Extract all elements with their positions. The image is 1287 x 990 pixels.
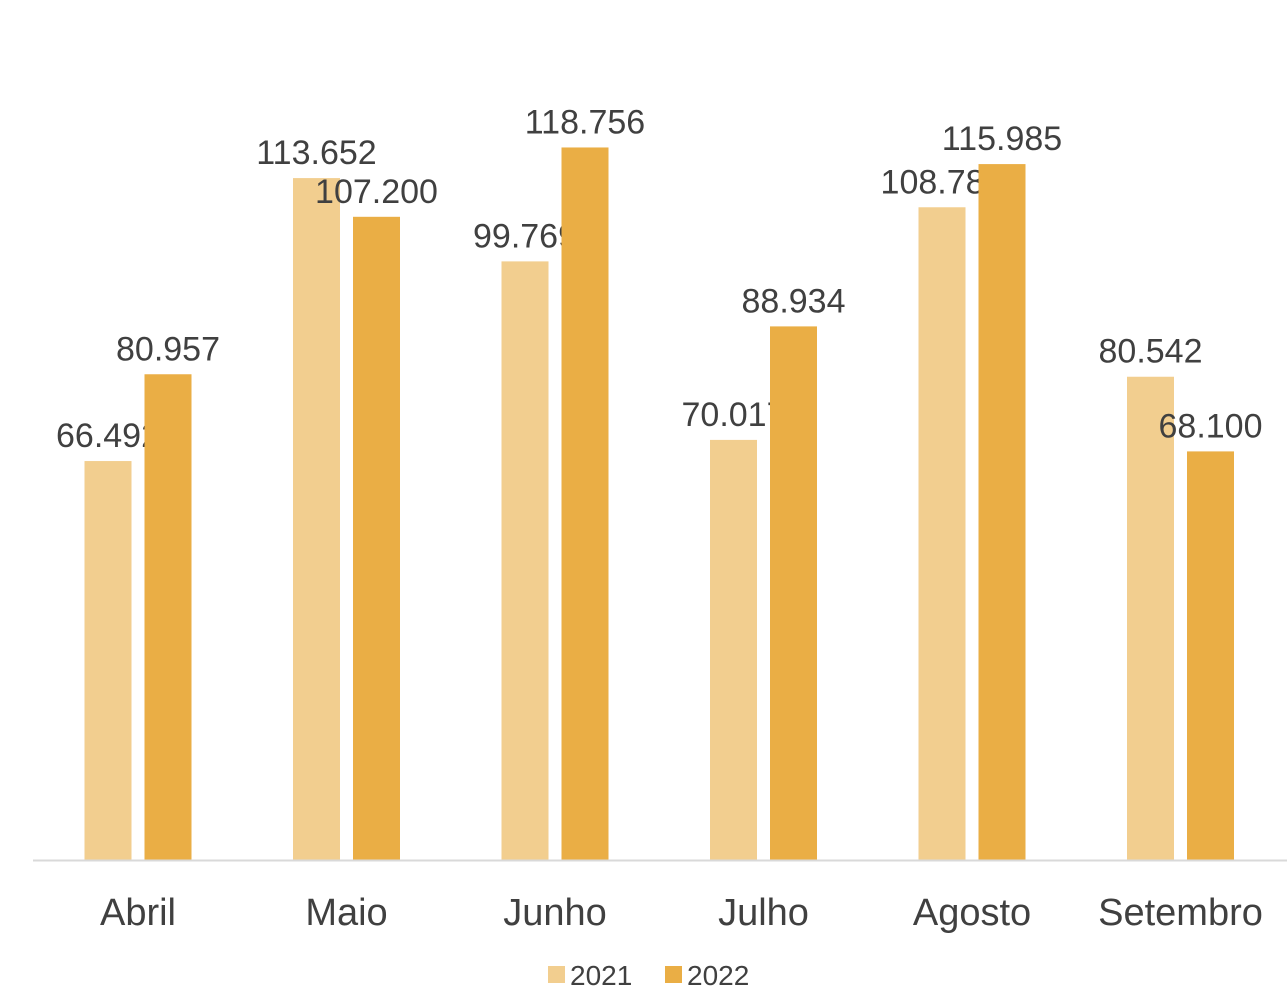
- data-label-2022-abril: 80.957: [116, 330, 220, 368]
- data-label-2021-junho: 99.769: [473, 217, 577, 255]
- bar-2021-junho: [501, 261, 549, 860]
- data-label-2021-maio: 113.652: [256, 134, 376, 172]
- legend-swatch-2022: [665, 966, 682, 983]
- bar-2022-abril: [144, 374, 192, 860]
- bar-2022-setembro: [1187, 451, 1234, 860]
- bar-2021-maio: [293, 178, 340, 860]
- data-label-2021-julho: 70.017: [682, 396, 786, 434]
- data-label-2022-julho: 88.934: [742, 282, 846, 320]
- legend-swatch-2021: [548, 966, 565, 983]
- bar-2021-julho: [710, 439, 757, 860]
- data-label-2021-setembro: 80.542: [1099, 333, 1203, 371]
- bar-2021-agosto: [918, 207, 966, 861]
- x-tick-label-julho: Julho: [718, 892, 809, 934]
- bar-2022-julho: [770, 326, 817, 860]
- x-tick-label-setembro: Setembro: [1098, 892, 1263, 934]
- bar-2022-maio: [353, 216, 400, 861]
- data-label-2022-agosto: 115.985: [942, 120, 1062, 158]
- bar-2022-junho: [561, 147, 609, 861]
- data-label-2022-junho: 118.756: [525, 103, 645, 141]
- bar-2021-abril: [84, 461, 132, 860]
- x-tick-label-abril: Abril: [100, 892, 176, 934]
- bar-2022-agosto: [978, 164, 1026, 861]
- legend-label-2021: 2021: [570, 960, 632, 990]
- x-tick-label-agosto: Agosto: [913, 892, 1031, 934]
- x-tick-label-junho: Junho: [503, 892, 607, 934]
- x-tick-label-maio: Maio: [305, 892, 387, 934]
- bar-2021-setembro: [1127, 376, 1174, 860]
- legend-label-2022: 2022: [687, 960, 749, 990]
- data-label-2022-setembro: 68.100: [1159, 407, 1263, 445]
- data-label-2022-maio: 107.200: [315, 173, 438, 211]
- data-label-2021-abril: 66.492: [56, 417, 160, 455]
